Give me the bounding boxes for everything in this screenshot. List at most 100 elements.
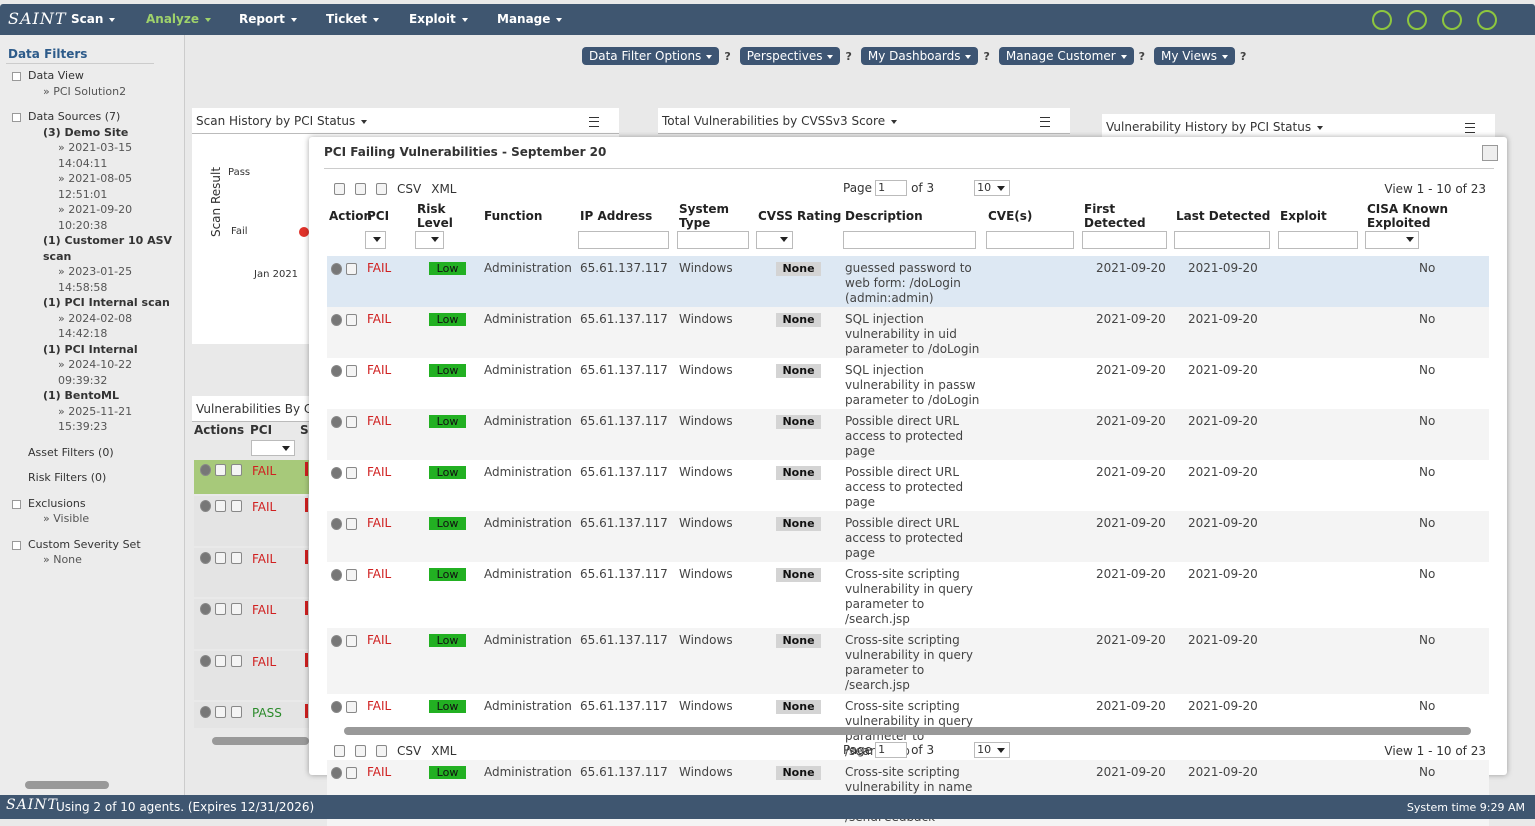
toolbar-button[interactable]: Manage Customer — [998, 47, 1134, 65]
close-button[interactable] — [1482, 145, 1498, 161]
row-icon[interactable] — [200, 552, 211, 564]
menu-item[interactable]: Ticket — [326, 12, 379, 26]
menu-item[interactable]: Report — [239, 12, 297, 26]
row-icon[interactable] — [231, 706, 242, 718]
toolbar-button[interactable]: Perspectives — [739, 47, 841, 65]
info-icon[interactable] — [331, 568, 342, 581]
row-icon[interactable] — [215, 603, 226, 615]
doc-icon[interactable] — [346, 313, 357, 326]
toolbar-button[interactable]: My Views — [1154, 47, 1236, 65]
result-row[interactable]: FAIL Low Administration 65.61.137.117 Window… — [327, 511, 1489, 562]
info-icon[interactable] — [331, 313, 342, 326]
tree-label[interactable]: Data Sources (7) — [28, 110, 121, 123]
expander[interactable] — [12, 499, 21, 509]
info-icon[interactable] — [331, 262, 342, 275]
column-header[interactable]: Function — [484, 209, 543, 223]
help[interactable]: ? — [983, 49, 990, 63]
toolbar-button[interactable]: Data Filter Options — [582, 47, 720, 65]
filter-input[interactable] — [986, 231, 1075, 249]
widget-menu[interactable] — [1465, 123, 1475, 133]
row-icon[interactable] — [200, 603, 211, 615]
tree-label[interactable]: Exclusions — [28, 496, 86, 510]
tree-label[interactable]: (1) Customer 10 ASV scan — [43, 234, 173, 263]
column-header[interactable]: CISA Known Exploited — [1367, 202, 1449, 230]
column-header[interactable]: Risk Level — [417, 202, 453, 230]
tree-label[interactable]: (3) Demo Site — [43, 125, 129, 139]
info-icon[interactable] — [331, 700, 342, 713]
tree-label[interactable]: » 2023-01-25 14:58:58 — [58, 265, 133, 294]
expander[interactable] — [12, 113, 21, 122]
doc-icon[interactable] — [346, 766, 357, 779]
column-header[interactable]: PCI — [367, 209, 390, 223]
tree-label[interactable]: Data View — [28, 69, 84, 82]
tree-label[interactable]: (1) BentoML — [43, 389, 119, 402]
column-header[interactable]: IP Address — [580, 209, 653, 223]
column-header[interactable]: First Detected — [1084, 202, 1146, 230]
result-row[interactable]: FAIL Low Administration 65.61.137.117 Window… — [327, 409, 1489, 460]
tree-label[interactable]: » 2024-02-08 14:42:18 — [58, 311, 133, 341]
filter-select[interactable] — [1365, 231, 1419, 249]
column-header[interactable]: System Type — [679, 202, 729, 230]
nav-icon[interactable] — [1372, 10, 1392, 30]
tree-label[interactable]: » 2021-03-15 14:04:11 — [58, 141, 133, 170]
row-icon[interactable] — [200, 464, 211, 476]
expander[interactable] — [12, 540, 21, 550]
row-icon[interactable] — [215, 655, 226, 667]
help[interactable]: ? — [845, 49, 852, 63]
result-row[interactable]: FAIL Low Administration 65.61.137.117 Window… — [327, 256, 1489, 307]
info-icon[interactable] — [331, 766, 342, 779]
csv-export[interactable]: CSV — [397, 744, 422, 758]
tool-icon[interactable] — [355, 745, 366, 757]
column-header[interactable]: Description — [845, 209, 923, 223]
expander[interactable] — [12, 72, 21, 81]
help[interactable]: ? — [1138, 49, 1146, 63]
menu-item[interactable]: Manage — [497, 12, 563, 26]
info-icon[interactable] — [331, 415, 342, 428]
filter-input[interactable] — [1174, 231, 1270, 249]
row-icon[interactable] — [231, 655, 242, 667]
tree-label[interactable]: » 2025-11-21 15:39:23 — [58, 404, 133, 434]
result-row[interactable]: FAIL Low Administration 65.61.137.117 Window… — [327, 358, 1489, 409]
tree-label[interactable]: Risk Filters (0) — [28, 471, 107, 484]
nav-icon[interactable] — [1442, 10, 1462, 30]
tool-icon[interactable] — [376, 183, 387, 195]
widget-menu[interactable] — [589, 117, 599, 127]
doc-icon[interactable] — [346, 466, 357, 479]
filter-input[interactable] — [578, 231, 670, 249]
result-row[interactable]: FAIL Low Administration 65.61.137.117 Window… — [327, 562, 1489, 628]
row-icon[interactable] — [200, 500, 211, 512]
doc-icon[interactable] — [346, 700, 357, 713]
menu-item[interactable]: Exploit — [409, 12, 468, 26]
info-icon[interactable] — [331, 364, 342, 377]
tree-label[interactable]: » 2021-09-20 10:20:38 — [58, 203, 133, 232]
row-icon[interactable] — [215, 500, 226, 512]
page-size[interactable]: 10 — [974, 742, 1011, 758]
row-icon[interactable] — [231, 603, 242, 615]
page-size[interactable]: 10 — [974, 180, 1011, 196]
column-header[interactable]: CVE(s) — [988, 209, 1033, 223]
doc-icon[interactable] — [346, 364, 357, 377]
row-icon[interactable] — [200, 655, 211, 667]
info-icon[interactable] — [331, 517, 342, 530]
tree-label[interactable]: » 2021-08-05 12:51:01 — [58, 172, 133, 201]
xml-export[interactable]: XML — [431, 744, 457, 758]
doc-icon[interactable] — [346, 568, 357, 581]
tree-label[interactable]: » PCI Solution2 — [43, 84, 127, 98]
row-icon[interactable] — [231, 464, 242, 476]
xml-export[interactable]: XML — [431, 182, 457, 196]
menu-item[interactable]: Scan — [71, 12, 116, 26]
filter-input[interactable] — [1278, 231, 1358, 249]
tree-label[interactable]: » Visible — [43, 512, 90, 525]
widget-menu[interactable] — [1040, 117, 1050, 127]
doc-icon[interactable] — [346, 262, 357, 275]
nav-icon[interactable] — [1407, 10, 1427, 30]
info-icon[interactable] — [331, 634, 342, 647]
row-icon[interactable] — [215, 552, 226, 564]
filter-select[interactable] — [756, 231, 794, 249]
row-icon[interactable] — [231, 500, 242, 512]
column-header[interactable]: CVSS Rating — [758, 209, 842, 223]
result-row[interactable]: FAIL Low Administration 65.61.137.117 Window… — [327, 460, 1489, 511]
tree-label[interactable]: (1) PCI Internal scan — [43, 296, 170, 309]
filter-input[interactable] — [677, 231, 750, 249]
column-header[interactable]: Last Detected — [1176, 209, 1271, 223]
